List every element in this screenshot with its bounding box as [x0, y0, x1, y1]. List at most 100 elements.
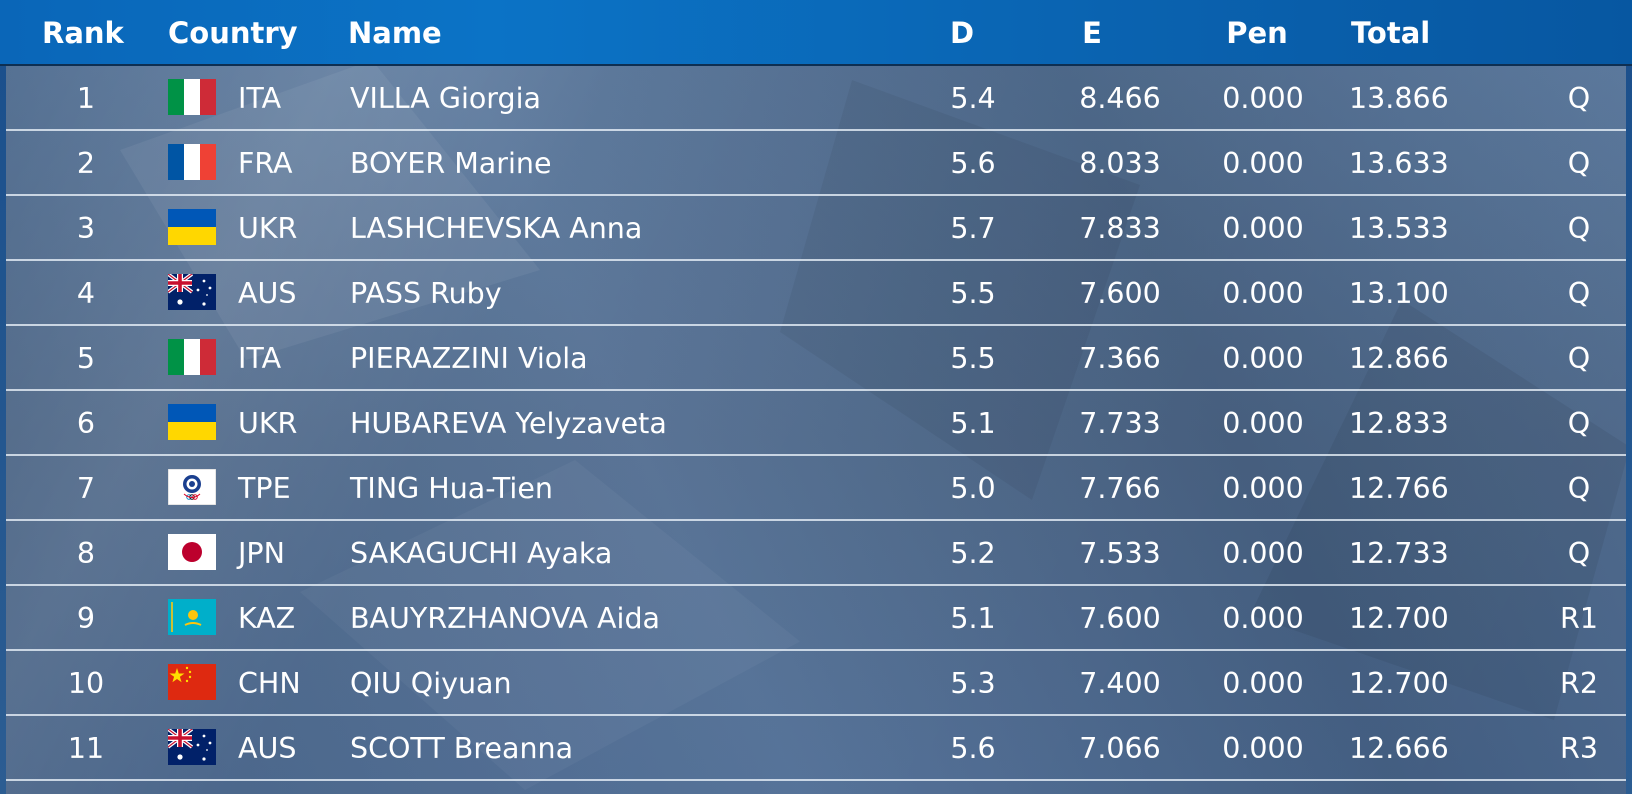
table-row[interactable]: 8 JPN SAKAGUCHI Ayaka 5.2 7.533 0.000 12.733 Q — [6, 521, 1626, 586]
table-row[interactable]: 6 UKR HUBAREVA Yelyzaveta 5.1 7.733 0.000 12.8… — [6, 391, 1626, 456]
aus-flag-icon — [168, 729, 216, 765]
column-header-e[interactable]: E — [1082, 16, 1102, 50]
table-row[interactable]: 7 TPE TING Hua-Tien 5.0 7.766 0.000 12.766 Q — [6, 456, 1626, 521]
e-score-cell: 7.600 — [1079, 602, 1161, 635]
table-row[interactable]: 5 ITA PIERAZZINI Viola 5.5 7.366 0.000 12.866 Q — [6, 326, 1626, 391]
qualification-status-cell: R2 — [1560, 667, 1598, 700]
athlete-name-cell: BAUYRZHANOVA Aida — [350, 602, 661, 635]
country-code-cell: JPN — [238, 537, 285, 570]
penalty-cell: 0.000 — [1222, 212, 1304, 245]
e-score-cell: 7.533 — [1079, 537, 1161, 570]
table-header: Rank Country Name D E Pen Total — [0, 0, 1632, 66]
athlete-name-cell: SCOTT Breanna — [350, 732, 574, 765]
table-row[interactable]: 11 AUS SCOTT Breanna 5.6 7.066 0.000 12.666 R3 — [6, 716, 1626, 781]
d-score-cell: 5.7 — [950, 212, 996, 245]
rank-cell: 11 — [67, 732, 105, 765]
table-row[interactable]: 2 FRA BOYER Marine 5.6 8.033 0.000 13.633 Q — [6, 131, 1626, 196]
country-code-cell: CHN — [238, 667, 301, 700]
athlete-name-cell: TING Hua-Tien — [350, 472, 553, 505]
total-score-cell: 12.700 — [1349, 667, 1449, 700]
country-code-cell: TPE — [238, 472, 291, 505]
d-score-cell: 5.2 — [950, 537, 996, 570]
athlete-name-cell: PIERAZZINI Viola — [350, 342, 588, 375]
tpe-flag-icon — [168, 469, 216, 505]
d-score-cell: 5.1 — [950, 602, 996, 635]
qualification-status-cell: Q — [1567, 537, 1591, 570]
penalty-cell: 0.000 — [1222, 147, 1304, 180]
e-score-cell: 7.766 — [1079, 472, 1161, 505]
results-table-body: 1 ITA VILLA Giorgia 5.4 8.466 0.000 13.866 Q 2 FR… — [6, 66, 1626, 781]
column-header-name[interactable]: Name — [348, 16, 442, 50]
jpn-flag-icon — [168, 534, 216, 570]
aus-flag-icon — [168, 274, 216, 310]
total-score-cell: 13.533 — [1349, 212, 1449, 245]
country-code-cell: UKR — [238, 212, 298, 245]
total-score-cell: 12.833 — [1349, 407, 1449, 440]
table-row[interactable]: 10 CHN QIU Qiyuan 5.3 7.400 0.000 12.700 R2 — [6, 651, 1626, 716]
table-row[interactable]: 1 ITA VILLA Giorgia 5.4 8.466 0.000 13.866 Q — [6, 66, 1626, 131]
penalty-cell: 0.000 — [1222, 407, 1304, 440]
total-score-cell: 12.866 — [1349, 342, 1449, 375]
total-score-cell: 13.100 — [1349, 277, 1449, 310]
d-score-cell: 5.1 — [950, 407, 996, 440]
e-score-cell: 7.366 — [1079, 342, 1161, 375]
country-code-cell: AUS — [238, 732, 297, 765]
left-edge — [0, 0, 6, 794]
e-score-cell: 7.400 — [1079, 667, 1161, 700]
d-score-cell: 5.0 — [950, 472, 996, 505]
rank-cell: 9 — [76, 602, 96, 635]
total-score-cell: 12.700 — [1349, 602, 1449, 635]
d-score-cell: 5.4 — [950, 82, 996, 115]
penalty-cell: 0.000 — [1222, 277, 1304, 310]
column-header-d[interactable]: D — [949, 16, 975, 50]
athlete-name-cell: PASS Ruby — [350, 277, 502, 310]
penalty-cell: 0.000 — [1222, 82, 1304, 115]
d-score-cell: 5.6 — [950, 732, 996, 765]
qualification-status-cell: R3 — [1560, 732, 1598, 765]
column-header-country[interactable]: Country — [168, 16, 298, 50]
e-score-cell: 8.466 — [1079, 82, 1161, 115]
d-score-cell: 5.6 — [950, 147, 996, 180]
qualification-status-cell: Q — [1567, 277, 1591, 310]
athlete-name-cell: VILLA Giorgia — [350, 82, 541, 115]
penalty-cell: 0.000 — [1222, 537, 1304, 570]
country-code-cell: ITA — [238, 82, 282, 115]
penalty-cell: 0.000 — [1222, 602, 1304, 635]
table-row[interactable]: 4 AUS PASS Ruby 5.5 7.600 0.000 13.100 Q — [6, 261, 1626, 326]
qualification-status-cell: Q — [1567, 342, 1591, 375]
e-score-cell: 7.833 — [1079, 212, 1161, 245]
ita-flag-icon — [168, 79, 216, 115]
d-score-cell: 5.5 — [950, 277, 996, 310]
d-score-cell: 5.5 — [950, 342, 996, 375]
country-code-cell: AUS — [238, 277, 297, 310]
total-score-cell: 12.766 — [1349, 472, 1449, 505]
chn-flag-icon — [168, 664, 216, 700]
table-row[interactable]: 3 UKR LASHCHEVSKA Anna 5.7 7.833 0.000 13.533 Q — [6, 196, 1626, 261]
athlete-name-cell: SAKAGUCHI Ayaka — [350, 537, 613, 570]
qualification-status-cell: Q — [1567, 407, 1591, 440]
rank-cell: 8 — [76, 537, 96, 570]
rank-cell: 4 — [76, 277, 96, 310]
penalty-cell: 0.000 — [1222, 472, 1304, 505]
rank-cell: 10 — [67, 667, 105, 700]
country-code-cell: UKR — [238, 407, 298, 440]
ukr-flag-icon — [168, 404, 216, 440]
e-score-cell: 8.033 — [1079, 147, 1161, 180]
rank-cell: 2 — [76, 147, 96, 180]
country-code-cell: ITA — [238, 342, 282, 375]
rank-cell: 1 — [76, 82, 96, 115]
fra-flag-icon — [168, 144, 216, 180]
penalty-cell: 0.000 — [1222, 732, 1304, 765]
athlete-name-cell: BOYER Marine — [350, 147, 552, 180]
athlete-name-cell: QIU Qiyuan — [350, 667, 512, 700]
rank-cell: 3 — [76, 212, 96, 245]
column-header-rank[interactable]: Rank — [42, 16, 124, 50]
d-score-cell: 5.3 — [950, 667, 996, 700]
column-header-total[interactable]: Total — [1351, 16, 1431, 50]
table-row[interactable]: 9 KAZ BAUYRZHANOVA Aida 5.1 7.600 0.000 12.700… — [6, 586, 1626, 651]
penalty-cell: 0.000 — [1222, 667, 1304, 700]
right-edge — [1626, 0, 1632, 794]
qualification-status-cell: Q — [1567, 82, 1591, 115]
column-header-pen[interactable]: Pen — [1226, 16, 1288, 50]
